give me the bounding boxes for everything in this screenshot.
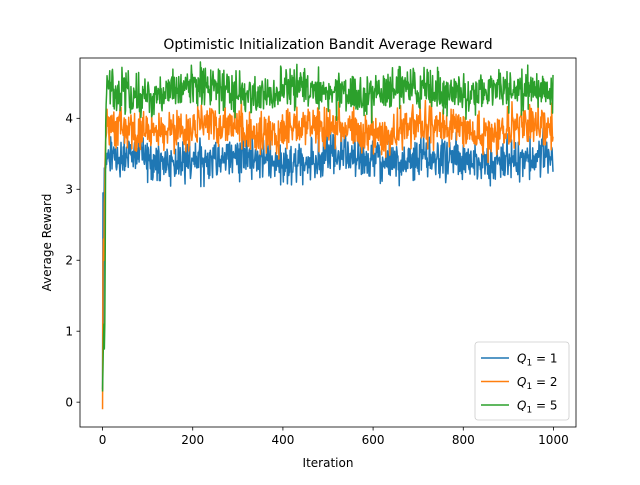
plot-frame [79,57,577,428]
x-axis: 0 200 400 600 800 1000 [99,427,569,447]
y-tick-label: 1 [65,325,73,339]
x-axis-label: Iteration [303,456,354,470]
chart-title: Optimistic Initialization Bandit Average… [163,37,492,53]
x-tick-label: 600 [362,433,385,447]
x-tick-label: 1000 [538,433,569,447]
x-tick-label: 400 [271,433,294,447]
x-tick-label: 0 [99,433,107,447]
y-tick-label: 2 [65,254,73,268]
legend-box [474,341,570,421]
x-tick-label: 200 [181,433,204,447]
series-line-1 [101,127,554,390]
series-line-2 [101,98,554,410]
legend: Q1 = 1 Q1 = 2 Q1 = 5 [474,341,570,421]
x-tick-label: 800 [452,433,475,447]
y-tick-label: 4 [65,112,73,126]
plot-lines [101,61,554,410]
series-line-3 [101,61,554,392]
legend-label-2: Q1 = 2 [517,375,558,392]
legend-label-1: Q1 = 1 [517,352,558,369]
y-axis-label: Average Reward [40,194,54,292]
y-tick-label: 0 [65,395,73,409]
y-tick-label: 3 [65,183,73,197]
y-axis: 0 1 2 3 4 [65,112,80,409]
legend-label-3: Q1 = 5 [517,399,558,416]
